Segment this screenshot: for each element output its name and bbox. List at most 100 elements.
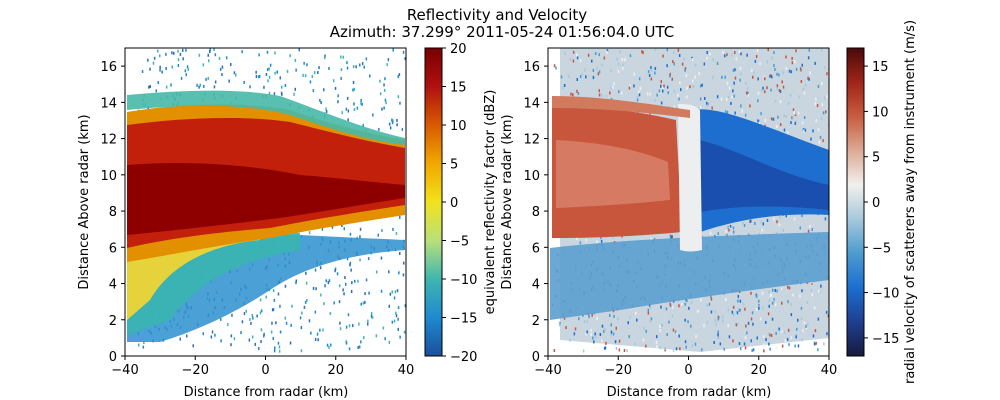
speckle — [617, 70, 620, 73]
speckle — [328, 345, 330, 349]
reflectivity-y-axis-label: Distance Above radar (km) — [77, 114, 92, 289]
velocity-colorbar-tick-label: −15 — [872, 332, 899, 347]
speckle — [706, 104, 709, 108]
reflectivity-x-tick-label: 0 — [261, 363, 269, 378]
speckle — [825, 110, 827, 114]
speckle — [392, 48, 394, 52]
speckle — [580, 59, 582, 62]
speckle — [766, 219, 769, 222]
speckle — [797, 318, 799, 322]
speckle — [213, 85, 216, 89]
speckle — [678, 97, 680, 101]
speckle — [671, 77, 673, 81]
velocity-colorbar-tick-label: 10 — [872, 105, 889, 120]
speckle — [290, 323, 292, 327]
speckle — [665, 307, 668, 311]
speckle — [672, 348, 675, 352]
speckle — [258, 75, 260, 79]
speckle — [716, 314, 719, 318]
speckle — [800, 306, 803, 310]
speckle — [609, 91, 611, 95]
speckle — [185, 73, 187, 77]
reflectivity-x-tick-label: 20 — [327, 363, 344, 378]
speckle — [767, 312, 770, 316]
reflectivity-colorbar-tick-label: −5 — [450, 235, 469, 250]
speckle — [590, 333, 592, 336]
speckle — [743, 342, 746, 346]
speckle — [728, 86, 731, 90]
speckle — [679, 81, 681, 85]
speckle — [738, 342, 741, 345]
speckle — [349, 232, 352, 236]
speckle — [670, 235, 673, 239]
speckle — [660, 80, 662, 84]
speckle — [291, 304, 293, 308]
speckle — [826, 95, 828, 99]
speckle — [642, 338, 645, 342]
speckle — [785, 66, 788, 70]
speckle — [603, 346, 606, 350]
speckle — [362, 301, 365, 305]
reflectivity-colorbar-bar — [424, 47, 443, 357]
speckle — [337, 94, 339, 98]
speckle — [180, 76, 183, 80]
speckle — [591, 313, 593, 317]
speckle — [585, 75, 587, 79]
speckle — [731, 310, 734, 314]
speckle — [809, 224, 811, 228]
speckle — [787, 131, 789, 135]
speckle — [720, 97, 723, 101]
speckle — [740, 72, 742, 76]
speckle — [764, 77, 766, 81]
speckle — [714, 310, 717, 314]
speckle — [666, 48, 669, 52]
speckle — [309, 80, 312, 84]
speckle — [763, 343, 765, 347]
speckle — [738, 308, 741, 312]
speckle — [346, 61, 348, 65]
speckle — [659, 346, 662, 350]
speckle — [289, 341, 292, 345]
speckle — [821, 81, 823, 85]
speckle — [252, 316, 254, 320]
speckle — [734, 68, 736, 72]
speckle — [737, 299, 739, 303]
speckle — [633, 72, 635, 76]
speckle — [391, 121, 394, 125]
reflectivity-y-tick-label: 16 — [100, 60, 117, 75]
speckle — [802, 87, 805, 91]
speckle — [618, 90, 620, 94]
speckle — [744, 307, 746, 311]
speckle — [803, 116, 806, 119]
speckle — [678, 304, 680, 308]
speckle — [185, 48, 187, 52]
speckle — [157, 49, 159, 53]
speckle — [584, 68, 586, 72]
speckle — [770, 293, 773, 297]
speckle — [376, 270, 378, 274]
speckle — [165, 52, 167, 56]
speckle — [147, 58, 149, 62]
speckle — [604, 327, 606, 331]
speckle — [395, 311, 397, 315]
speckle — [775, 331, 777, 335]
speckle — [323, 56, 326, 60]
speckle — [255, 75, 258, 78]
speckle — [165, 67, 167, 71]
speckle — [782, 228, 784, 232]
speckle — [724, 54, 726, 58]
speckle — [622, 66, 624, 70]
speckle — [314, 268, 317, 272]
speckle — [601, 324, 604, 328]
speckle — [588, 315, 590, 319]
speckle — [791, 116, 793, 120]
speckle — [609, 314, 611, 317]
speckle — [165, 85, 168, 89]
speckle — [751, 311, 754, 315]
speckle — [570, 92, 572, 96]
speckle — [756, 48, 759, 52]
speckle — [701, 348, 703, 352]
speckle — [586, 330, 588, 334]
speckle — [766, 60, 768, 64]
